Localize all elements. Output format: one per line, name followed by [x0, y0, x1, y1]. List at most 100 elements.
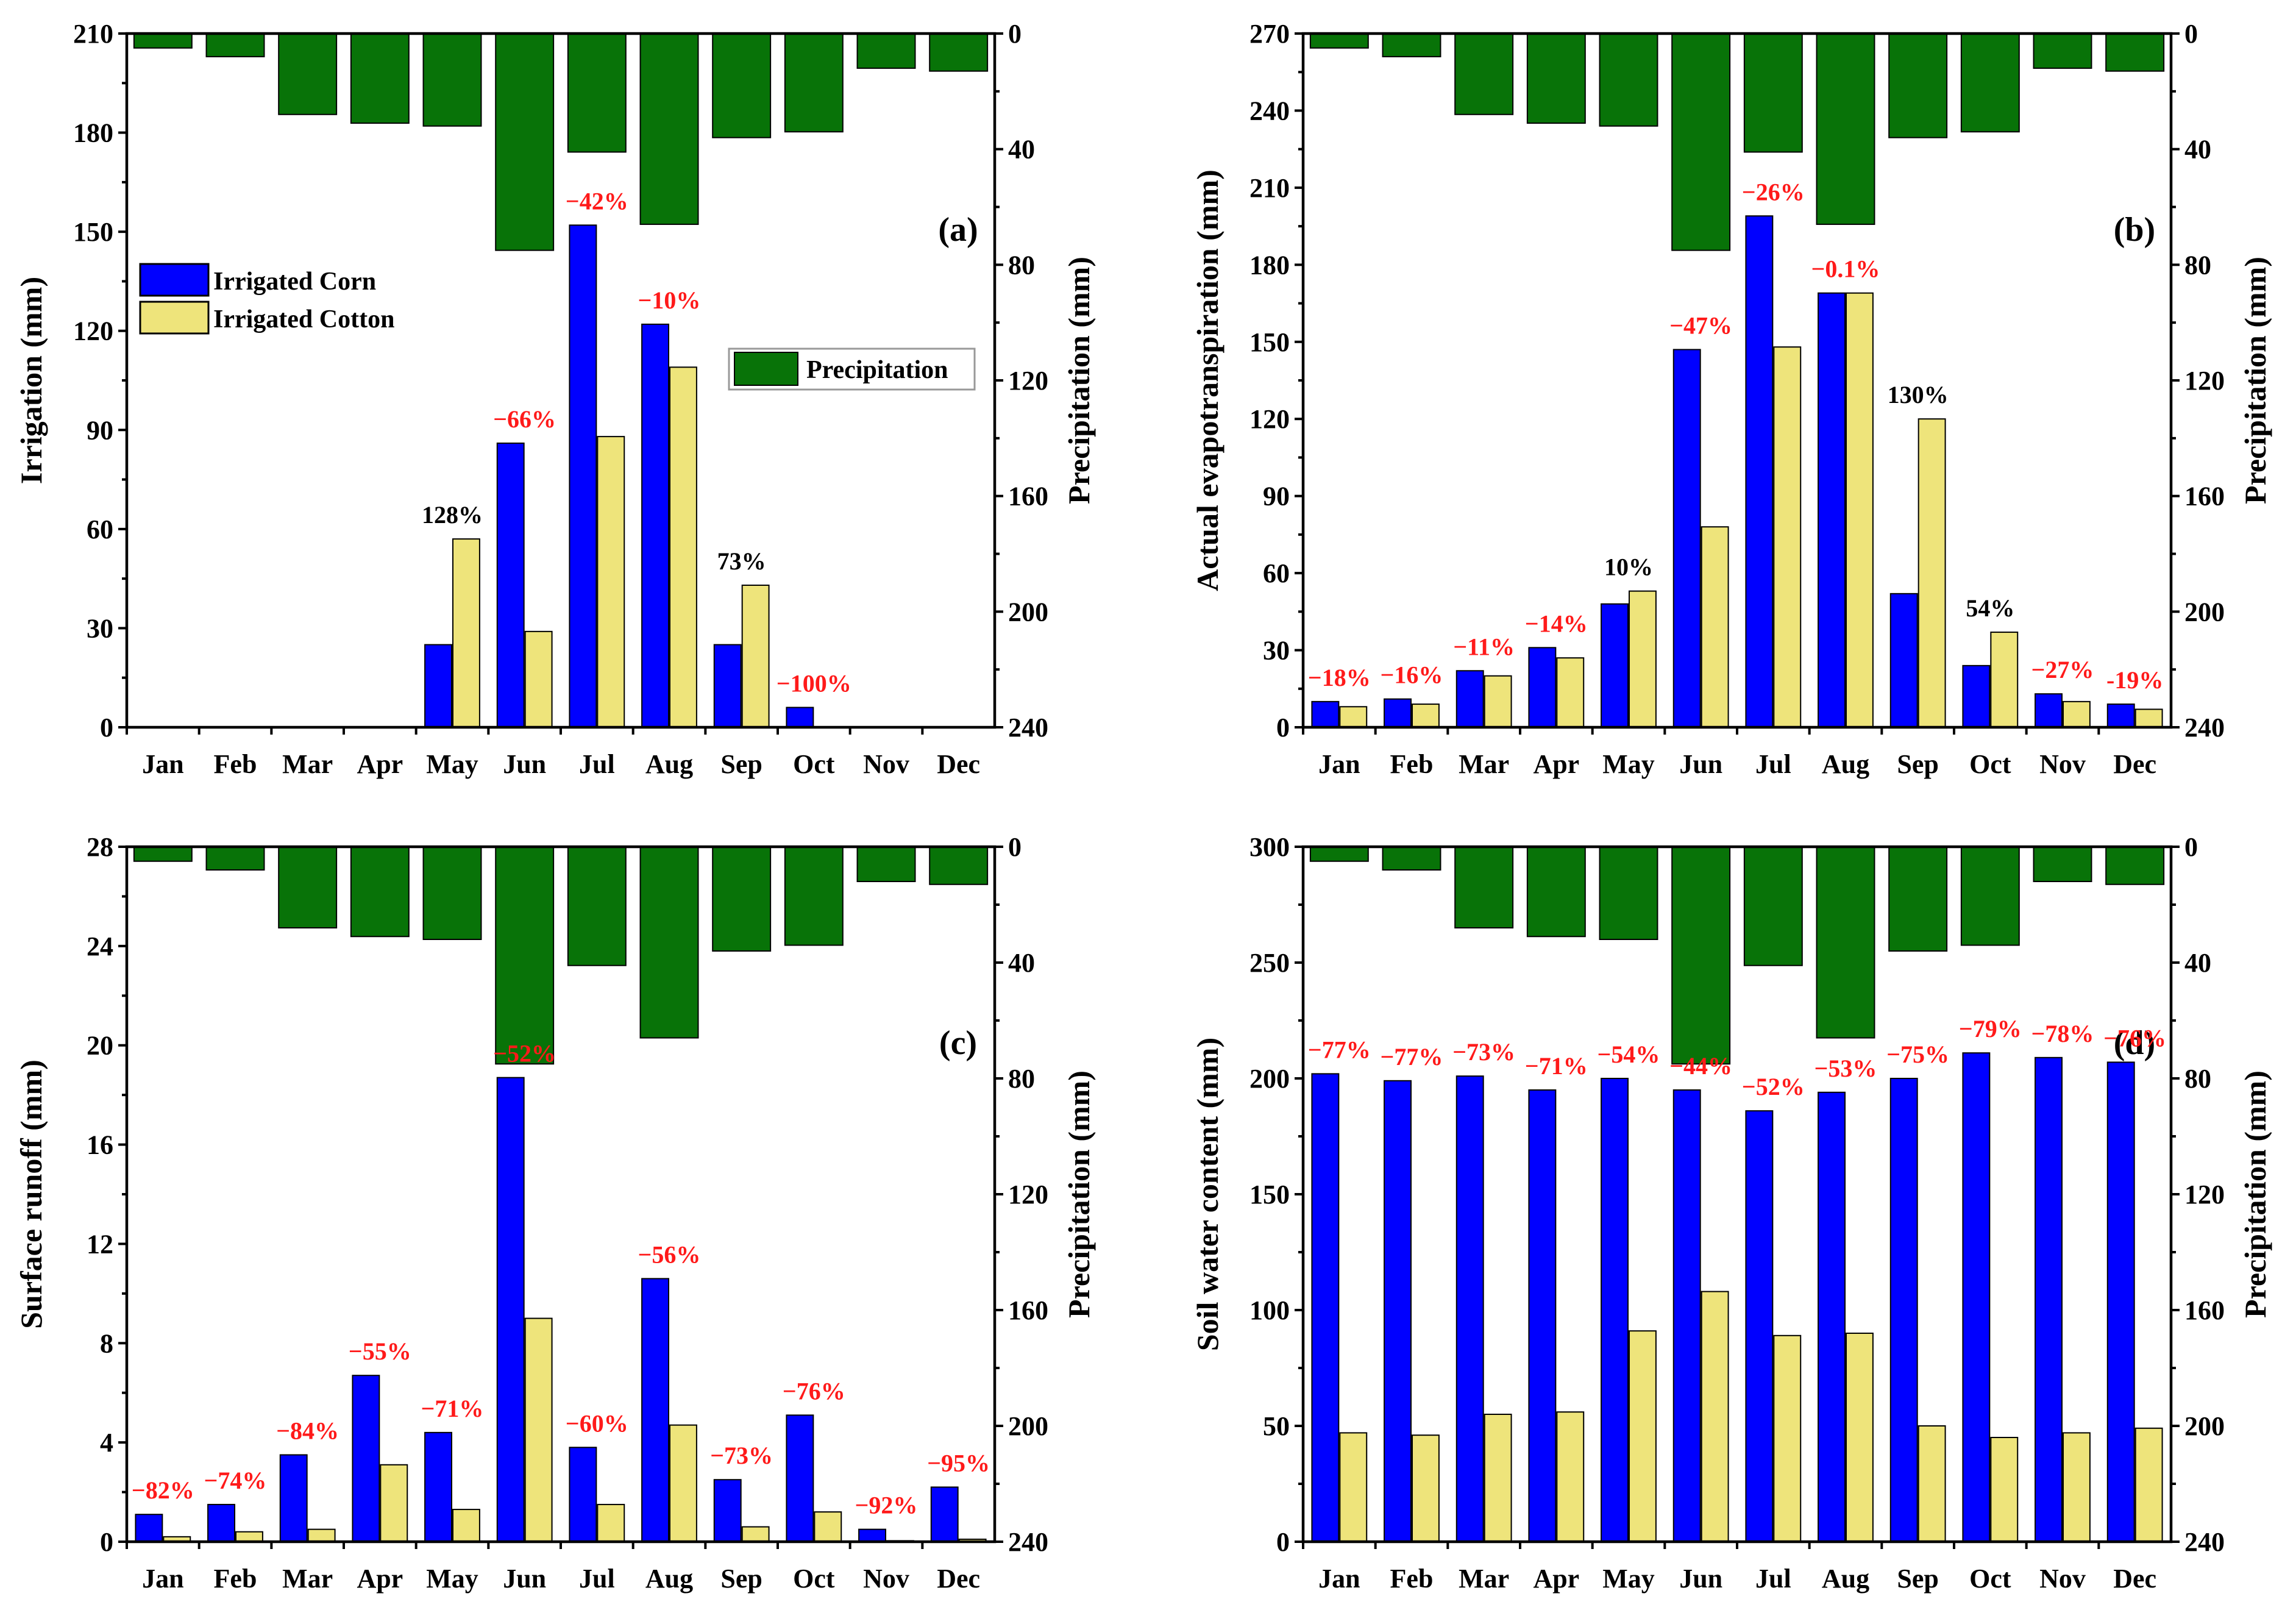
y-axis-title: Soil water content (mm) — [1190, 1038, 1224, 1351]
corn-bar-Nov — [2035, 693, 2063, 728]
pct-annotation-Jul: −26% — [1742, 178, 1805, 205]
x-tick-label: Apr — [1533, 1564, 1579, 1594]
x-tick-label: Mar — [282, 1564, 333, 1594]
pct-annotation-Apr: −55% — [349, 1338, 411, 1365]
precip-bar-Aug — [639, 846, 699, 1039]
pct-annotation-Jul: −52% — [1742, 1073, 1805, 1100]
panel-b: 0 30 60 90 120 150 180 210 240 270 0 40 80 120 160 200 2… — [1190, 19, 2272, 779]
y2-tick-label: 200 — [2184, 1411, 2225, 1441]
y2-tick-label: 80 — [2184, 250, 2211, 280]
corn-bar-Oct — [1962, 664, 1991, 728]
y2-tick-label: 0 — [1008, 832, 1022, 862]
y2-tick-label: 0 — [2184, 832, 2198, 862]
precip-bar-Jan — [1309, 33, 1369, 49]
y-axis-title: Surface runoff (mm) — [14, 1060, 48, 1329]
pct-annotation-Jun: −47% — [1669, 312, 1732, 339]
y-tick-label: 60 — [1263, 558, 1290, 588]
pct-annotation-Mar: −73% — [1452, 1038, 1515, 1066]
cotton-bar-Jul — [1773, 346, 1802, 728]
pct-annotation-Jan: −18% — [1308, 664, 1371, 691]
y-tick-label: 24 — [87, 931, 113, 961]
precip-bar-Apr — [1526, 33, 1586, 124]
cotton-bar-Mar — [1484, 1414, 1512, 1542]
pct-annotation-Feb: −77% — [1381, 1043, 1443, 1070]
pct-annotation-Nov: −27% — [2031, 656, 2094, 683]
x-tick-label: Dec — [2113, 1564, 2156, 1594]
y-tick-label: 0 — [1276, 1527, 1290, 1557]
y-tick-label: 4 — [100, 1428, 113, 1458]
corn-bar-Aug — [641, 1278, 670, 1542]
corn-bar-May — [424, 1431, 452, 1543]
corn-bar-Feb — [1384, 1080, 1412, 1543]
cotton-bar-Dec — [2134, 1427, 2163, 1543]
x-tick-label: Oct — [1969, 1564, 2011, 1594]
legend-swatch-corn — [139, 263, 210, 297]
corn-bar-Apr — [1528, 647, 1557, 728]
panel-label: (a) — [938, 211, 978, 249]
precip-bar-Jan — [133, 33, 193, 49]
x-tick-label: Jan — [1318, 749, 1360, 779]
cotton-bar-Jan — [1339, 1432, 1368, 1542]
corn-bar-Aug — [1818, 292, 1846, 728]
y-tick-label: 150 — [1249, 1180, 1290, 1209]
x-tick-label: Nov — [2039, 749, 2086, 779]
x-tick-label: May — [1602, 1564, 1655, 1594]
y-tick-label: 250 — [1249, 948, 1290, 978]
precip-bar-Jul — [1743, 846, 1803, 966]
x-tick-label: Aug — [1822, 749, 1869, 779]
x-tick-label: Jan — [142, 1564, 183, 1594]
y2-tick-label: 0 — [1008, 19, 1022, 49]
corn-bar-Oct — [1962, 1052, 1991, 1542]
pct-annotation-Dec: −76% — [2103, 1024, 2166, 1052]
x-tick-label: Jul — [1755, 749, 1791, 779]
precip-bar-Dec — [929, 846, 989, 885]
legend: Irrigated Corn Irrigated Cotton Precipit… — [139, 263, 976, 391]
cotton-bar-Feb — [1412, 703, 1440, 728]
precip-bar-Feb — [1382, 846, 1441, 871]
x-tick-label: Oct — [793, 1564, 835, 1594]
cotton-bar-Jan — [1339, 706, 1368, 728]
y-axis-title: Irrigation (mm) — [14, 277, 48, 484]
corn-bar-Oct — [786, 707, 814, 728]
y-tick-label: 28 — [87, 832, 113, 862]
corn-bar-Nov — [858, 1528, 887, 1542]
corn-bar-Feb — [1384, 698, 1412, 728]
pct-annotation-Oct: −76% — [783, 1377, 845, 1405]
y-tick-label: 120 — [73, 316, 113, 346]
x-tick-label: Jul — [579, 749, 615, 779]
pct-annotation-May: −54% — [1598, 1041, 1660, 1068]
y-tick-label: 300 — [1249, 832, 1290, 862]
pct-annotation-Jan: −77% — [1308, 1036, 1371, 1063]
pct-annotation-Jun: −66% — [493, 405, 556, 433]
pct-annotation-Sep: 130% — [1888, 381, 1949, 408]
corn-bar-May — [1601, 603, 1629, 728]
corn-bar-Oct — [786, 1414, 814, 1543]
x-tick-label: May — [426, 749, 478, 779]
y-tick-label: 90 — [87, 415, 113, 445]
pct-annotation-Feb: −16% — [1381, 661, 1443, 689]
cotton-bar-Sep — [741, 584, 770, 728]
precip-bar-Apr — [350, 846, 410, 938]
panel-label: (d) — [2114, 1024, 2155, 1062]
x-tick-label: Sep — [720, 1564, 762, 1594]
x-tick-label: Jan — [142, 749, 183, 779]
y-tick-label: 0 — [100, 713, 113, 743]
precip-bar-Nov — [2033, 846, 2092, 882]
precip-bar-May — [422, 33, 482, 127]
pct-annotation-Jul: −42% — [566, 187, 628, 215]
x-tick-label: Feb — [1390, 749, 1434, 779]
x-tick-label: Apr — [1533, 749, 1579, 779]
pct-annotation-Jun: −44% — [1669, 1052, 1732, 1080]
y-tick-label: 210 — [73, 19, 113, 49]
y-tick-label: 50 — [1263, 1411, 1290, 1441]
precip-bar-Mar — [1454, 846, 1514, 928]
cotton-bar-Apr — [1556, 1411, 1585, 1542]
precip-bar-Jul — [1743, 33, 1803, 153]
panel-a: 0 30 60 90 120 150 180 210 0 40 80 120 160 200 240 Jan F… — [14, 19, 1096, 779]
pct-annotation-Aug: −10% — [638, 287, 701, 314]
precip-bar-Feb — [1382, 33, 1441, 57]
precip-bar-Sep — [712, 846, 772, 952]
axes-frame — [1301, 32, 2173, 729]
cotton-bar-Jul — [597, 1503, 625, 1542]
y-tick-label: 100 — [1249, 1295, 1290, 1325]
